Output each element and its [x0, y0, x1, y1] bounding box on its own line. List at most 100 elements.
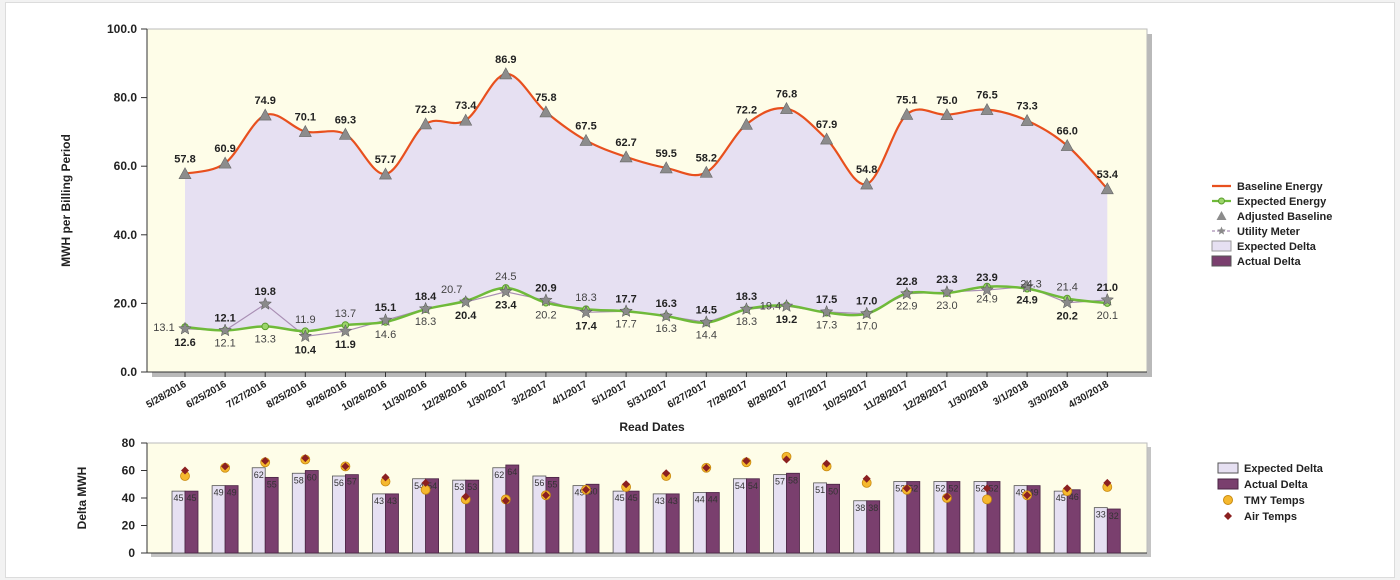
adjusted-baseline-marker: [459, 113, 473, 126]
actual-delta-bar: [505, 464, 520, 554]
actual-delta-bar: [786, 472, 800, 554]
air-temp-marker: [501, 496, 510, 505]
baseline-value-label: 72.2: [736, 104, 757, 116]
adjusted-baseline-marker: [499, 67, 513, 80]
actual-delta-bar: [224, 485, 239, 554]
adjusted-baseline-marker: [378, 167, 393, 180]
x-tick-label: 6/27/2017: [666, 379, 710, 411]
x-tick-label: 5/1/2017: [590, 379, 630, 408]
actual-delta-value-label: 50: [828, 486, 838, 496]
actual-delta-bar: [746, 478, 760, 554]
adjusted-baseline-marker: [980, 102, 994, 115]
actual-delta-bar: [906, 481, 921, 554]
y-tick-label: 100.0: [107, 22, 137, 36]
x-tick-label: 3/1/2018: [991, 379, 1031, 408]
actual-delta-value-label: 44: [708, 495, 718, 505]
utility-meter-marker: [699, 315, 714, 329]
utility-meter-marker: [218, 323, 232, 337]
baseline-value-label: 69.3: [335, 114, 356, 126]
actual-delta-value-label: 64: [507, 467, 517, 477]
delta-y-tick-label: 0: [128, 546, 135, 560]
legend-expected-energy-label: Expected Energy: [1237, 196, 1327, 208]
expected-energy-marker: [261, 322, 270, 331]
delta-y-axis-title: Delta MWH: [75, 467, 89, 530]
x-axis-title: Read Dates: [619, 420, 685, 434]
x-tick-label: 8/28/2017: [746, 379, 790, 411]
legend2-actual-delta-label: Actual Delta: [1244, 479, 1308, 491]
air-temp-marker: [822, 459, 831, 468]
expected-energy-value-label: 18.3: [575, 292, 596, 304]
expected-energy-value-label: 13.1: [153, 322, 174, 334]
expected-delta-value-label: 45: [1056, 493, 1066, 503]
actual-delta-bar: [866, 500, 881, 554]
actual-delta-value-label: 43: [387, 496, 397, 506]
delta-y-tick-label: 80: [122, 436, 136, 450]
air-temp-marker: [181, 466, 189, 475]
utility-meter-marker: [258, 296, 273, 310]
baseline-value-label: 70.1: [295, 112, 316, 124]
utility-meter-marker: [298, 329, 313, 343]
baseline-value-label: 76.5: [976, 90, 997, 102]
expected-delta-value-label: 33: [1096, 510, 1106, 520]
x-tick-label: 12/28/2016: [420, 379, 469, 414]
utility-meter-marker: [980, 282, 994, 296]
utility-meter-value-label: 18.4: [415, 291, 437, 303]
air-temp-marker: [1103, 478, 1112, 487]
actual-delta-value-label: 45: [186, 493, 196, 503]
utility-meter-marker: [659, 308, 674, 322]
expected-delta-bar: [251, 467, 266, 554]
actual-delta-value-label: 55: [267, 479, 277, 489]
baseline-value-label: 74.9: [254, 95, 275, 107]
expected-energy-value-label: 20.1: [1097, 310, 1118, 322]
expected-delta-value-label: 45: [615, 493, 625, 503]
expected-delta-value-label: 54: [414, 481, 424, 491]
y-tick-label: 40.0: [114, 228, 138, 242]
actual-delta-bar: [1066, 489, 1081, 554]
actual-delta-value-label: 46: [1069, 492, 1079, 502]
actual-delta-value-label: 53: [467, 482, 477, 492]
expected-delta-value-label: 45: [173, 493, 183, 503]
utility-meter-value-label: 17.0: [856, 296, 877, 308]
actual-delta-value-label: 52: [908, 484, 918, 494]
expected-delta-value-label: 56: [334, 478, 344, 488]
adjusted-baseline-marker: [178, 167, 192, 180]
air-temp-marker: [381, 473, 390, 482]
adjusted-baseline-marker: [1100, 182, 1114, 195]
baseline-value-label: 75.8: [535, 92, 556, 104]
air-temp-marker: [662, 469, 671, 478]
expected-delta-value-label: 49: [214, 488, 224, 498]
utility-meter-marker: [619, 304, 633, 318]
air-temp-marker: [942, 492, 951, 501]
utility-meter-value-label: 18.3: [736, 291, 757, 303]
legend2-tmy-label: TMY Temps: [1244, 495, 1305, 507]
utility-meter-marker: [940, 284, 954, 298]
utility-meter-value-label: 22.8: [896, 276, 917, 288]
x-tick-label: 12/28/2017: [902, 379, 951, 414]
x-tick-label: 5/28/2016: [144, 379, 188, 411]
y-axis-title: MWH per Billing Period: [59, 134, 73, 267]
expected-delta-value-label: 53: [454, 482, 464, 492]
legend-actual-delta-label: Actual Delta: [1237, 256, 1301, 268]
utility-meter-value-label: 16.3: [655, 298, 676, 310]
y-tick-label: 0.0: [120, 365, 137, 379]
expected-delta-value-label: 52: [895, 484, 905, 494]
baseline-value-label: 58.2: [696, 152, 717, 164]
actual-delta-value-label: 54: [427, 481, 437, 491]
utility-meter-value-label: 23.4: [495, 300, 517, 312]
utility-meter-marker: [458, 294, 473, 308]
actual-delta-value-label: 49: [227, 488, 237, 498]
actual-delta-value-label: 32: [1109, 511, 1119, 521]
actual-delta-value-label: 49: [1029, 488, 1039, 498]
expected-energy-value-label: 16.3: [655, 323, 676, 335]
actual-delta-bar: [425, 478, 440, 554]
air-temp-marker: [541, 491, 550, 500]
baseline-value-label: 60.9: [214, 143, 235, 155]
adjusted-baseline-marker: [539, 105, 553, 118]
actual-delta-value-label: 38: [868, 503, 878, 513]
utility-meter-value-label: 23.9: [976, 272, 997, 284]
expected-delta-value-label: 62: [254, 470, 264, 480]
actual-delta-value-label: 45: [628, 493, 638, 503]
actual-delta-bar: [1026, 485, 1041, 554]
adjusted-baseline-marker: [860, 177, 874, 190]
air-temp-marker: [983, 484, 991, 493]
